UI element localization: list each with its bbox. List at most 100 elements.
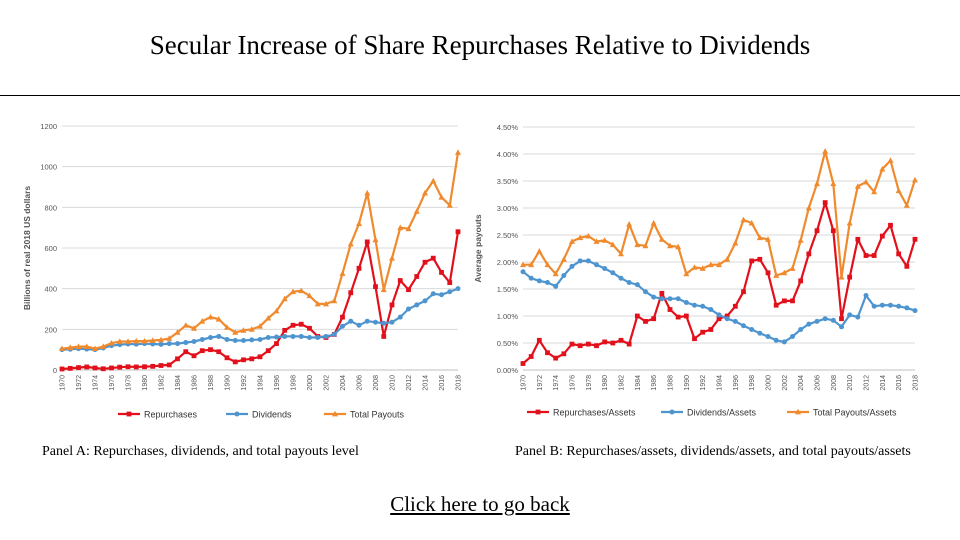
data-point-total-payouts-assets: [805, 204, 812, 211]
data-point-total-payouts: [413, 208, 420, 214]
data-point-dividends: [455, 286, 461, 292]
data-point-total-payouts-assets: [903, 202, 910, 208]
x-tick-label: 2016: [439, 375, 446, 391]
data-point-dividends: [199, 337, 205, 342]
data-point-dividends-assets: [847, 312, 853, 318]
data-point-dividends-assets: [798, 327, 804, 332]
data-point-dividends-assets: [896, 303, 902, 309]
data-point-total-payouts: [430, 177, 437, 184]
x-tick-label: 1996: [733, 375, 740, 391]
data-point-dividends-assets: [871, 303, 877, 309]
data-point-repurchases-assets: [577, 343, 583, 349]
data-point-repurchases: [430, 255, 436, 261]
x-tick-label: 1972: [537, 375, 544, 391]
series-line-total-payouts-assets: [523, 150, 917, 279]
data-point-dividends-assets: [610, 270, 616, 276]
data-point-dividends-assets: [520, 269, 526, 275]
data-point-total-payouts: [347, 240, 354, 247]
data-point-dividends-assets: [814, 318, 820, 324]
data-point-dividends-assets: [651, 294, 657, 300]
data-point-dividends: [422, 298, 428, 304]
data-point-dividends: [257, 337, 263, 342]
data-point-repurchases: [381, 334, 387, 339]
data-point-total-payouts-assets: [765, 236, 771, 242]
data-point-repurchases: [84, 364, 90, 370]
data-point-total-payouts: [306, 292, 313, 299]
data-point-total-payouts: [323, 300, 329, 307]
data-point-repurchases: [356, 265, 362, 271]
data-point-repurchases-assets: [545, 350, 550, 356]
legend-marker: [669, 409, 675, 415]
data-point-dividends: [208, 334, 213, 340]
data-point-total-payouts: [100, 343, 107, 350]
data-point-dividends-assets: [879, 302, 885, 308]
x-tick-label: 2004: [798, 375, 805, 391]
data-point-repurchases: [166, 362, 172, 368]
data-point-dividends-assets: [561, 273, 567, 278]
data-point-total-payouts: [257, 323, 263, 329]
back-link-container: Click here to go back: [0, 492, 960, 517]
data-point-total-payouts-assets: [887, 157, 894, 163]
data-point-total-payouts: [59, 345, 65, 352]
x-tick-label: 2006: [357, 375, 364, 391]
x-tick-label: 1984: [635, 375, 642, 391]
back-link[interactable]: Click here to go back: [390, 492, 570, 516]
data-point-repurchases-assets: [773, 302, 779, 308]
data-point-total-payouts: [240, 327, 247, 333]
data-point-dividends: [356, 322, 362, 328]
data-point-dividends: [430, 291, 436, 297]
data-point-total-payouts: [215, 315, 222, 322]
data-point-total-payouts-assets: [691, 264, 698, 270]
x-tick-label: 1986: [651, 375, 658, 391]
x-tick-label: 1970: [60, 375, 67, 391]
data-point-total-payouts-assets: [724, 256, 731, 262]
data-point-repurchases: [208, 347, 213, 353]
data-point-repurchases-assets: [847, 274, 853, 280]
data-point-total-payouts-assets: [748, 219, 755, 226]
legend-label: Total Payouts: [350, 410, 405, 420]
x-tick-label: 1992: [241, 375, 248, 391]
data-point-dividends-assets: [675, 296, 681, 302]
legend-label: Total Payouts/Assets: [813, 408, 897, 418]
data-point-repurchases-assets: [520, 361, 526, 366]
data-point-repurchases-assets: [888, 222, 893, 228]
data-point-repurchases: [389, 302, 395, 308]
legend-marker: [332, 410, 338, 417]
data-point-dividends-assets: [536, 278, 542, 284]
x-tick-label: 2014: [423, 375, 430, 391]
x-tick-label: 1988: [668, 375, 675, 391]
panel-b-chart: 0.00% 0.50% 1.00% 1.50% 2.00% 2.50% 3.00% 3.50%…: [473, 116, 930, 430]
data-point-repurchases: [175, 356, 180, 362]
x-tick-label: 1996: [274, 375, 281, 391]
data-point-repurchases-assets: [790, 298, 795, 304]
x-tick-label: 1974: [93, 375, 100, 391]
x-tick-label: 2018: [913, 375, 920, 391]
data-point-dividends-assets: [790, 334, 795, 340]
panel-b-svg: 0.00% 0.50% 1.00% 1.50% 2.00% 2.50% 3.00% 3.50%…: [473, 123, 920, 418]
data-point-repurchases-assets: [912, 236, 918, 242]
data-point-total-payouts-assets: [707, 261, 714, 268]
data-point-repurchases: [183, 349, 189, 355]
data-point-dividends: [298, 333, 304, 339]
data-point-repurchases-assets: [716, 316, 722, 322]
series-line-repurchases: [61, 231, 460, 371]
data-point-total-payouts-assets: [544, 261, 551, 268]
data-point-repurchases-assets: [822, 200, 828, 205]
data-point-repurchases: [241, 357, 246, 363]
data-point-repurchases: [125, 364, 131, 370]
data-point-repurchases-assets: [553, 355, 559, 361]
data-point-dividends-assets: [732, 318, 738, 324]
data-point-repurchases-assets: [757, 256, 763, 262]
data-point-repurchases: [109, 365, 114, 371]
y-tick-label: 600: [44, 244, 57, 253]
data-point-dividends: [216, 333, 222, 339]
data-point-repurchases: [133, 364, 139, 370]
data-point-total-payouts: [182, 322, 189, 328]
data-point-repurchases: [439, 270, 444, 275]
data-point-repurchases-assets: [569, 341, 575, 347]
legend-marker: [234, 411, 240, 417]
data-point-total-payouts-assets: [699, 265, 706, 271]
x-tick-label: 2008: [373, 375, 380, 391]
data-point-repurchases-assets: [683, 313, 689, 319]
y-axis-title: Billions of real 2018 US dollars: [22, 186, 32, 311]
